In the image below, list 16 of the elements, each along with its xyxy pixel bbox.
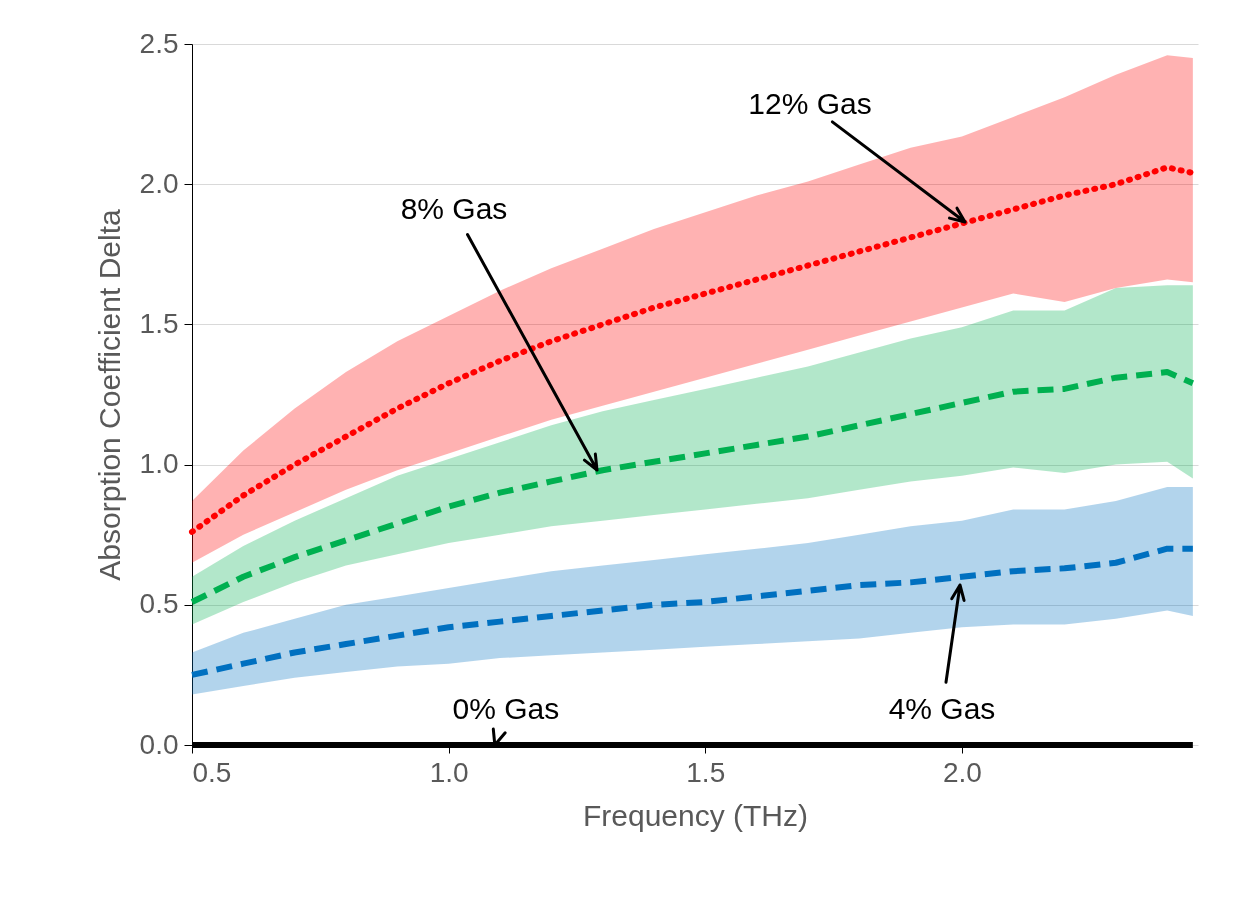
y-tick-label: 2.0	[139, 167, 179, 199]
annotation: 12% Gas	[748, 87, 872, 120]
x-tick-label: 1.5	[686, 756, 726, 788]
y-tick-label: 0.5	[139, 588, 179, 620]
y-tick-label: 1.5	[139, 307, 179, 339]
x-tick-label: 1.0	[429, 756, 469, 788]
y-tick-label: 1.0	[139, 448, 179, 480]
annotation: 8% Gas	[400, 192, 508, 225]
x-axis-title: Frequency (THz)	[582, 798, 809, 832]
annotation: 4% Gas	[888, 692, 996, 725]
x-tick-label: 0.5	[192, 756, 232, 788]
x-tick-label: 2.0	[942, 756, 982, 788]
y-tick-label: 2.5	[139, 27, 179, 59]
y-axis-title: Absorption Coefficient Delta	[92, 209, 126, 581]
y-tick-label: 0.0	[139, 728, 179, 760]
annotation: 0% Gas	[452, 692, 560, 725]
